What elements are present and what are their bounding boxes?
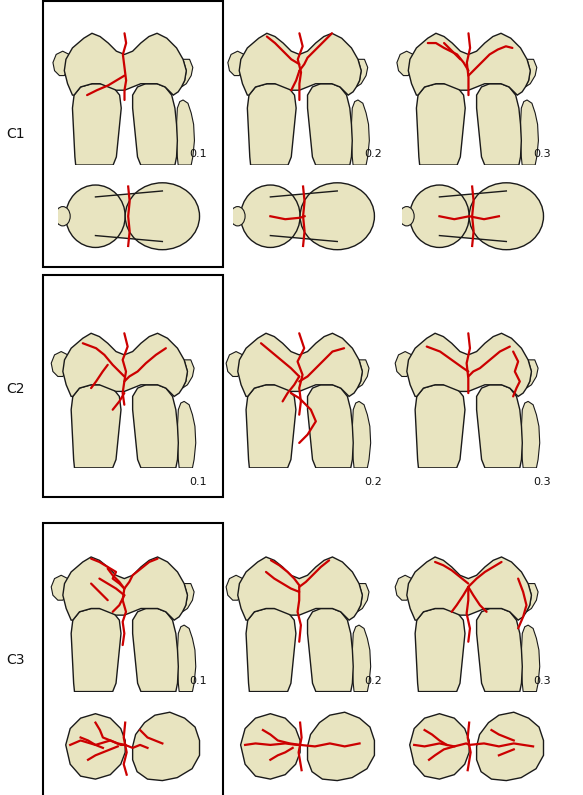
Ellipse shape: [66, 185, 125, 247]
Polygon shape: [226, 351, 244, 377]
Polygon shape: [177, 100, 195, 165]
Polygon shape: [132, 608, 178, 692]
Polygon shape: [132, 712, 199, 781]
Polygon shape: [407, 333, 532, 397]
Polygon shape: [308, 83, 352, 165]
Polygon shape: [226, 576, 244, 600]
Polygon shape: [96, 191, 162, 242]
Polygon shape: [53, 51, 71, 76]
Polygon shape: [238, 333, 363, 397]
Ellipse shape: [410, 185, 469, 247]
Polygon shape: [132, 83, 177, 165]
Polygon shape: [415, 385, 465, 467]
Polygon shape: [182, 360, 194, 388]
Polygon shape: [477, 385, 522, 467]
Polygon shape: [408, 33, 531, 95]
Polygon shape: [525, 60, 537, 87]
Polygon shape: [357, 360, 369, 388]
Polygon shape: [477, 608, 522, 692]
Ellipse shape: [55, 207, 70, 226]
Polygon shape: [521, 401, 540, 467]
Polygon shape: [410, 714, 469, 779]
Polygon shape: [271, 191, 337, 242]
Polygon shape: [246, 608, 296, 692]
Polygon shape: [51, 576, 69, 600]
Text: 0.3: 0.3: [533, 676, 551, 686]
Polygon shape: [63, 333, 188, 397]
Text: 0.1: 0.1: [189, 476, 207, 487]
Polygon shape: [526, 584, 538, 612]
Polygon shape: [239, 33, 361, 95]
Polygon shape: [521, 100, 539, 165]
Polygon shape: [63, 557, 188, 620]
Polygon shape: [477, 712, 543, 781]
Text: C3: C3: [6, 653, 24, 667]
Polygon shape: [395, 576, 413, 600]
Polygon shape: [51, 351, 69, 377]
Polygon shape: [241, 714, 300, 779]
Polygon shape: [238, 557, 363, 620]
Polygon shape: [247, 83, 296, 165]
Polygon shape: [352, 625, 371, 692]
Ellipse shape: [241, 185, 300, 247]
Polygon shape: [177, 401, 196, 467]
Polygon shape: [308, 712, 374, 781]
Polygon shape: [182, 584, 194, 612]
Text: 0.1: 0.1: [189, 676, 207, 686]
Polygon shape: [72, 83, 121, 165]
Text: 0.3: 0.3: [533, 476, 551, 487]
Polygon shape: [181, 60, 193, 87]
Polygon shape: [308, 385, 353, 467]
Polygon shape: [357, 584, 369, 612]
Polygon shape: [177, 625, 196, 692]
Polygon shape: [407, 557, 532, 620]
Ellipse shape: [399, 207, 414, 226]
Text: 0.2: 0.2: [364, 676, 382, 686]
Polygon shape: [526, 360, 538, 388]
Text: 0.1: 0.1: [189, 149, 207, 159]
Polygon shape: [246, 385, 296, 467]
Polygon shape: [71, 608, 121, 692]
Polygon shape: [415, 608, 465, 692]
Ellipse shape: [469, 183, 543, 250]
Polygon shape: [308, 608, 353, 692]
Polygon shape: [71, 385, 121, 467]
Ellipse shape: [125, 183, 199, 250]
Polygon shape: [476, 83, 521, 165]
Polygon shape: [132, 385, 178, 467]
Polygon shape: [397, 51, 415, 76]
Polygon shape: [352, 100, 370, 165]
Ellipse shape: [300, 183, 374, 250]
Text: 0.2: 0.2: [364, 476, 382, 487]
Polygon shape: [395, 351, 413, 377]
Text: 0.3: 0.3: [533, 149, 551, 159]
Polygon shape: [440, 191, 506, 242]
Polygon shape: [66, 714, 125, 779]
Polygon shape: [228, 51, 245, 76]
Ellipse shape: [230, 207, 245, 226]
Text: C2: C2: [6, 382, 24, 396]
Polygon shape: [352, 401, 371, 467]
Polygon shape: [416, 83, 465, 165]
Polygon shape: [64, 33, 187, 95]
Polygon shape: [521, 625, 540, 692]
Text: C1: C1: [6, 126, 24, 141]
Polygon shape: [356, 60, 368, 87]
Text: 0.2: 0.2: [364, 149, 382, 159]
